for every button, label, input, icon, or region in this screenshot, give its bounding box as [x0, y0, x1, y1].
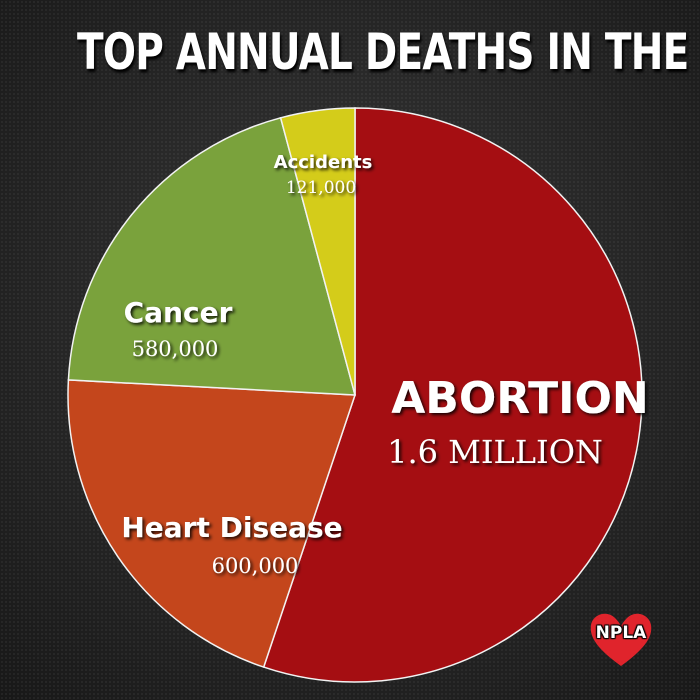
- pie-slice-cancer: [67, 116, 356, 396]
- slice-value-accidents: 121,000: [286, 178, 356, 198]
- npla-logo: NPLA: [585, 608, 657, 668]
- slice-label-cancer: Cancer: [124, 296, 233, 329]
- slice-label-heart-disease: Heart Disease: [121, 511, 342, 544]
- slice-label-accidents: Accidents: [274, 152, 373, 173]
- slice-value-heart-disease: 600,000: [212, 554, 299, 578]
- heart-icon: [590, 613, 652, 666]
- logo-text: NPLA: [595, 623, 647, 643]
- chart-title: TOP ANNUAL DEATHS IN THE U.S.: [77, 23, 700, 81]
- pie-slice-abortion: [262, 107, 643, 683]
- slice-value-abortion: 1.6 MILLION: [387, 433, 603, 471]
- pie-slice-heart-disease: [67, 379, 357, 669]
- slice-label-abortion: ABORTION: [391, 373, 649, 424]
- slice-value-cancer: 580,000: [132, 337, 219, 361]
- pie-slice-accidents: [279, 107, 356, 396]
